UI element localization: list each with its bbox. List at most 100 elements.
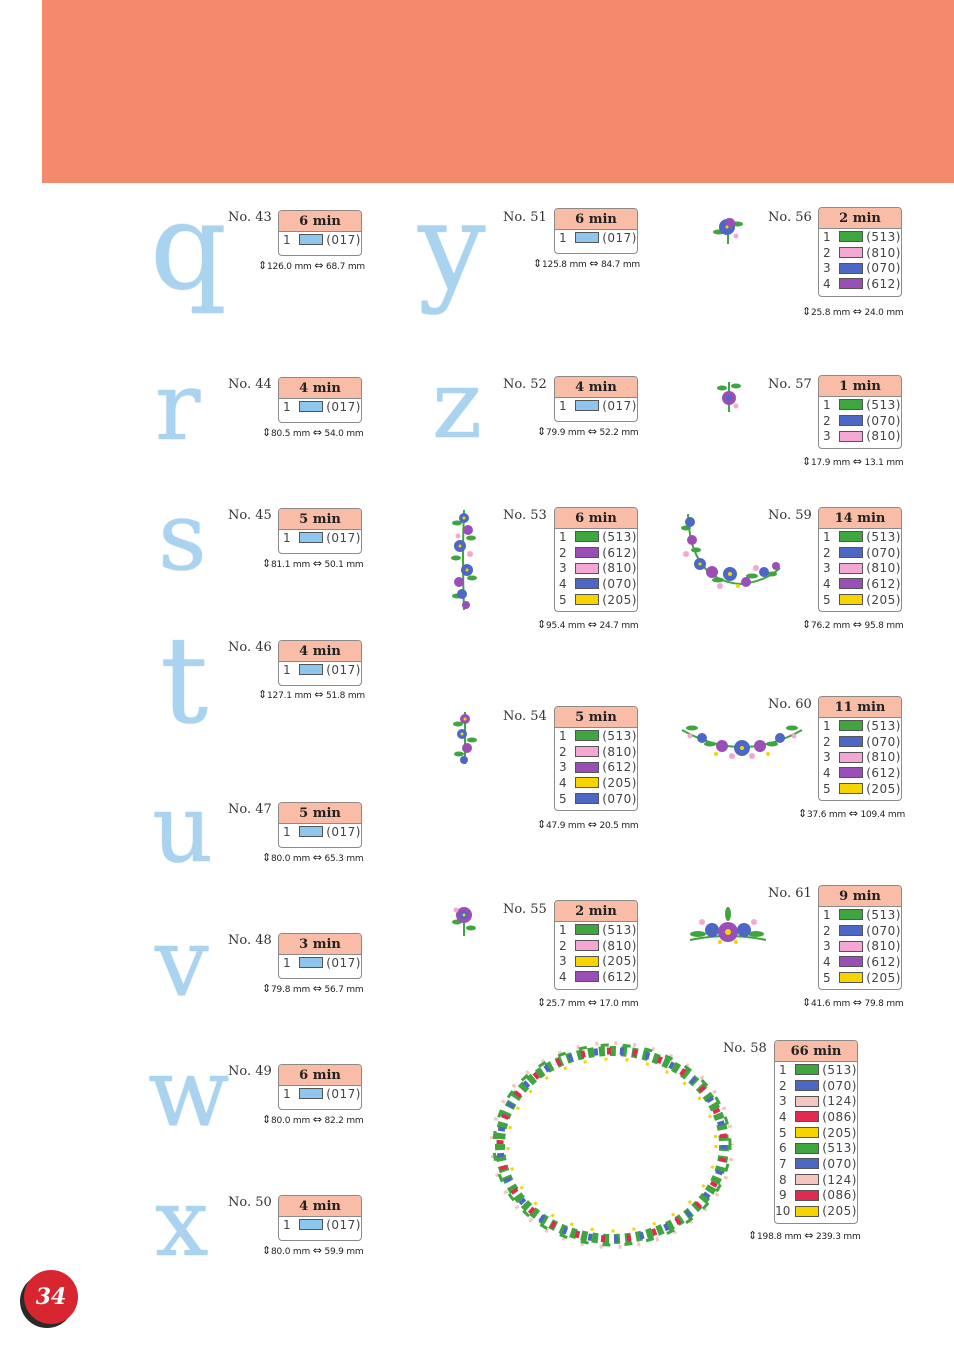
- dimensions: ⇕37.6 mm ⇔ 109.4 mm: [798, 807, 905, 820]
- stitch-time: 6 min: [555, 209, 637, 230]
- width-arrow-icon: ⇔: [804, 1229, 814, 1242]
- height-arrow-icon: ⇕: [262, 557, 272, 570]
- thread-code: (205): [822, 1125, 857, 1140]
- color-swatch: [838, 430, 864, 442]
- height-value: 127.1 mm: [267, 691, 312, 701]
- thread-code: (205): [602, 775, 637, 790]
- dimensions: ⇕80.0 mm ⇔ 59.9 mm: [262, 1244, 364, 1257]
- height-arrow-icon: ⇕: [802, 455, 812, 468]
- color-swatch: [838, 767, 864, 779]
- color-swatch: [574, 971, 600, 983]
- thread-number: 1: [283, 1217, 291, 1232]
- letter-r-design: r: [155, 352, 201, 462]
- thread-number: 1: [559, 728, 567, 743]
- thread-row: 3 (810): [819, 938, 901, 954]
- color-swatch: [574, 232, 600, 244]
- thread-number: 8: [779, 1172, 787, 1187]
- stitch-time: 9 min: [819, 886, 901, 907]
- thread-code: (205): [602, 954, 637, 969]
- height-value: 37.6 mm: [807, 810, 847, 820]
- thread-code: (612): [866, 576, 901, 591]
- thread-code: (810): [602, 938, 637, 953]
- thread-number: 5: [823, 970, 831, 985]
- thread-code: (513): [602, 728, 637, 743]
- color-swatch: [838, 925, 864, 937]
- thread-row: 2 (810): [555, 744, 637, 760]
- thread-card: 66 min 1 (513) 2 (070) 3 (124) 4 (086) 5 (205…: [774, 1040, 858, 1224]
- thread-row: 5 (205): [775, 1125, 857, 1141]
- color-swatch: [838, 231, 864, 243]
- thread-row: 1 (513): [819, 718, 901, 734]
- height-arrow-icon: ⇕: [533, 257, 543, 270]
- thread-number: 1: [283, 662, 291, 677]
- letter-t-design: t: [160, 612, 209, 751]
- color-swatch: [838, 415, 864, 427]
- design-number: No. 51: [503, 210, 547, 225]
- thread-number: 4: [559, 969, 567, 984]
- color-swatch: [838, 578, 864, 590]
- color-swatch: [794, 1158, 820, 1170]
- width-value: 56.7 mm: [324, 985, 364, 995]
- stitch-time: 14 min: [819, 508, 901, 529]
- color-swatch: [574, 761, 600, 773]
- stitch-time: 2 min: [555, 901, 637, 922]
- thread-number: 1: [283, 232, 291, 247]
- thread-number: 2: [823, 413, 831, 428]
- height-arrow-icon: ⇕: [262, 851, 272, 864]
- thread-code: (612): [602, 760, 637, 775]
- thread-row: 1 (017): [555, 230, 637, 246]
- thread-code: (205): [822, 1204, 857, 1219]
- color-swatch: [298, 1219, 324, 1231]
- thread-code: (070): [866, 734, 901, 749]
- color-swatch: [794, 1189, 820, 1201]
- thread-code: (612): [602, 545, 637, 560]
- thread-row: 3 (070): [819, 260, 901, 276]
- stitch-time: 5 min: [279, 509, 361, 530]
- thread-code: (086): [822, 1188, 857, 1203]
- thread-row: 8 (124): [775, 1172, 857, 1188]
- thread-card: 9 min 1 (513) 2 (070) 3 (810) 4 (612) 5 (205): [818, 885, 902, 990]
- color-swatch: [298, 1088, 324, 1100]
- thread-code: (070): [866, 261, 901, 276]
- width-value: 54.0 mm: [324, 429, 364, 439]
- color-swatch: [838, 547, 864, 559]
- thread-row: 5 (070): [555, 791, 637, 807]
- height-value: 41.6 mm: [811, 999, 851, 1009]
- color-swatch: [574, 578, 600, 590]
- dimensions: ⇕41.6 mm ⇔ 79.8 mm: [802, 996, 904, 1009]
- thread-number: 1: [283, 824, 291, 839]
- design-number: No. 60: [768, 697, 812, 712]
- width-value: 52.2 mm: [599, 428, 639, 438]
- thread-code: (017): [326, 232, 361, 247]
- thread-row: 1 (017): [279, 955, 361, 971]
- dimensions: ⇕17.9 mm ⇔ 13.1 mm: [802, 455, 904, 468]
- thread-code: (124): [822, 1094, 857, 1109]
- thread-row: 1 (513): [819, 529, 901, 545]
- color-swatch: [574, 594, 600, 606]
- thread-number: 3: [823, 261, 831, 276]
- width-arrow-icon: ⇔: [852, 305, 862, 318]
- thread-code: (017): [602, 230, 637, 245]
- dimensions: ⇕25.8 mm ⇔ 24.0 mm: [802, 305, 904, 318]
- width-arrow-icon: ⇔: [312, 851, 322, 864]
- thread-code: (513): [866, 229, 901, 244]
- letter-w-design: w: [148, 1038, 230, 1148]
- dimensions: ⇕79.9 mm ⇔ 52.2 mm: [537, 425, 639, 438]
- height-value: 126.0 mm: [267, 262, 312, 272]
- color-swatch: [298, 664, 324, 676]
- height-arrow-icon: ⇕: [537, 425, 547, 438]
- thread-row: 1 (017): [279, 662, 361, 678]
- width-arrow-icon: ⇔: [314, 688, 324, 701]
- color-swatch: [794, 1080, 820, 1092]
- thread-code: (017): [326, 662, 361, 677]
- thread-code: (017): [326, 955, 361, 970]
- thread-code: (513): [822, 1141, 857, 1156]
- height-value: 198.8 mm: [757, 1232, 802, 1242]
- color-swatch: [574, 777, 600, 789]
- thread-card: 2 min 1 (513) 2 (810) 3 (070) 4 (612): [818, 207, 902, 297]
- letter-z-design: z: [432, 350, 483, 460]
- thread-row: 4 (070): [555, 576, 637, 592]
- thread-code: (070): [866, 413, 901, 428]
- thread-row: 2 (070): [819, 734, 901, 750]
- dimensions: ⇕80.5 mm ⇔ 54.0 mm: [262, 426, 364, 439]
